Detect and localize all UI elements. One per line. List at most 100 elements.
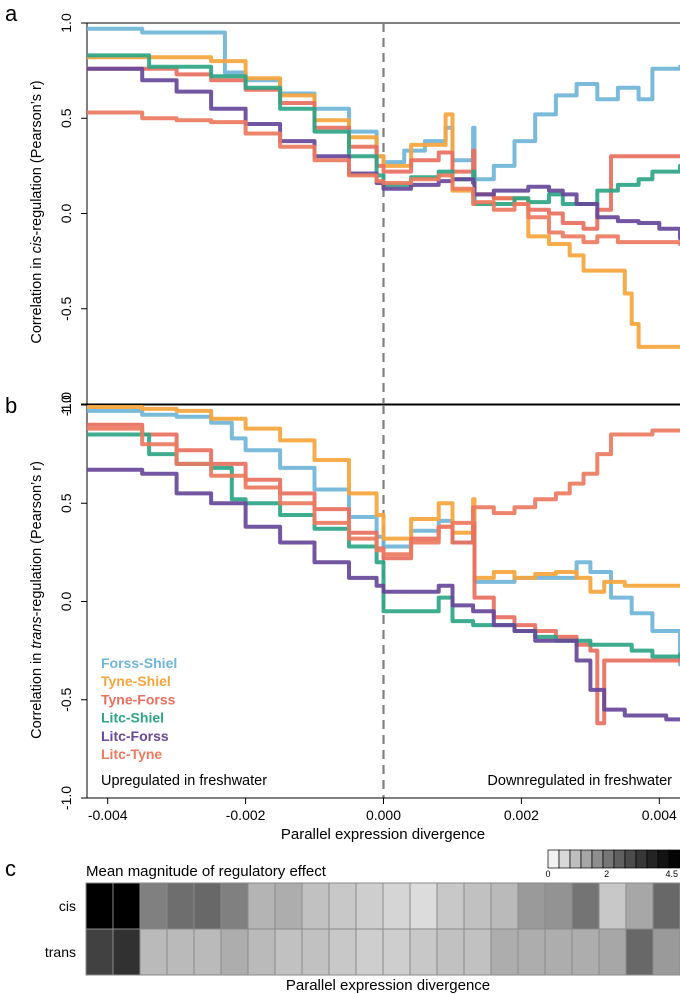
x-tick-label: -0.002	[226, 807, 266, 823]
x-tick-label: 0.000	[366, 807, 401, 823]
colorbar-cell	[613, 849, 626, 869]
region-label-upregulated: Upregulated in freshwater	[101, 773, 267, 789]
heatmap-cell	[112, 928, 141, 976]
legend-entry: Litc-Shiel	[101, 710, 164, 726]
y-axis-label-part: Correlation in	[29, 253, 45, 343]
heatmap-cell	[652, 882, 680, 930]
heatmap-cell	[247, 928, 276, 976]
panel-c: c Mean magnitude of regulatory effect 0 2 4.…	[5, 849, 680, 994]
colorbar-cell	[602, 849, 615, 869]
heatmap-cell	[355, 928, 384, 976]
y-tick-label: 1.0	[58, 13, 74, 33]
heatmap-cell	[301, 928, 330, 976]
heatmap-cell	[652, 928, 680, 976]
legend-entry: Litc-Forss	[101, 728, 169, 744]
heatmap-cell	[85, 928, 114, 976]
legend-entry: Tyne-Shiel	[101, 673, 171, 689]
heatmap-cell	[598, 928, 627, 976]
heatmap-cell	[382, 928, 411, 976]
legend-entry: Tyne-Forss	[101, 691, 176, 707]
panel-label: a	[5, 1, 18, 26]
colorbar-tick-label: 4.5	[665, 869, 678, 879]
heatmap-cell	[517, 882, 546, 930]
heatmap-cell	[220, 928, 249, 976]
y-axis-label: Correlation in trans-regulation (Pearson…	[29, 461, 45, 739]
series-line-tyne-shiel	[87, 405, 680, 594]
y-axis-label-part: cis	[29, 236, 45, 254]
heatmap-cell	[193, 928, 222, 976]
y-tick-label: 1.0	[58, 395, 74, 415]
y-tick-label: 0.5	[58, 108, 74, 128]
x-tick-label: -0.004	[88, 807, 128, 823]
y-tick-label: 0.0	[58, 592, 74, 612]
heatmap-cell	[166, 882, 195, 930]
y-axis-label: Correlation in cis-regulation (Pearson’s…	[29, 80, 45, 343]
y-axis-label-part: -regulation (Pearson’s r)	[29, 461, 45, 616]
heatmap-cell	[328, 882, 357, 930]
colorbar-cell	[635, 849, 648, 869]
heatmap-cell	[463, 882, 492, 930]
series-line-litc-tyne	[87, 110, 680, 246]
heatmap-cell	[193, 882, 222, 930]
panel-label: c	[5, 856, 16, 881]
heatmap-cell	[274, 882, 303, 930]
heatmap-cell	[544, 928, 573, 976]
series-group	[87, 26, 680, 349]
heatmap-cell	[220, 882, 249, 930]
heatmap-x-label: Parallel expression divergence	[286, 977, 490, 994]
y-tick-label: 0.5	[58, 493, 74, 513]
x-axis-label: Parallel expression divergence	[281, 826, 485, 843]
heatmap-cell	[625, 928, 654, 976]
heatmap-cell	[409, 928, 438, 976]
series-line-litc-forss	[87, 66, 680, 241]
y-tick-label: -0.5	[58, 296, 74, 320]
panel-b: b -1.0 -0.5 0.0 0.5 1.0 Correlation in trans-r…	[5, 393, 680, 843]
colorbar-cell	[668, 849, 680, 869]
heatmap-cell	[328, 928, 357, 976]
series-line-litc-forss	[87, 467, 680, 722]
heatmap-cell	[382, 882, 411, 930]
heatmap-cell	[139, 882, 168, 930]
y-tick-label: -1.0	[58, 392, 74, 416]
y-tick-label: -1.0	[58, 786, 74, 810]
heatmap-cell	[571, 882, 600, 930]
heatmap-row-label: cis	[59, 898, 76, 914]
heatmap-cell	[139, 928, 168, 976]
heatmap-row-label: trans	[45, 944, 76, 960]
x-tick-label: 0.004	[642, 807, 677, 823]
heatmap-cell	[571, 928, 600, 976]
heatmap-cell	[301, 882, 330, 930]
y-axis-label-part: -regulation (Pearson’s r)	[29, 80, 45, 235]
colorbar-tick-label: 2	[604, 869, 609, 879]
panel-a: a -1.0 -0.5 0.0 0.5 1.0 Correlation in cis-reg…	[5, 1, 680, 416]
y-axis-label-part: trans	[29, 616, 45, 648]
legend-entry: Forss-Shiel	[101, 655, 177, 671]
heatmap-cell	[490, 928, 519, 976]
heatmap-cell	[409, 882, 438, 930]
colorbar-cell	[591, 849, 604, 869]
colorbar-cell	[657, 849, 670, 869]
heatmap-title: Mean magnitude of regulatory effect	[86, 863, 327, 880]
heatmap-cell	[274, 928, 303, 976]
y-axis-label-part: Correlation in	[29, 649, 45, 739]
legend: Forss-Shiel Tyne-Shiel Tyne-Forss Litc-Shie…	[101, 655, 177, 762]
panel-label: b	[5, 393, 17, 418]
y-tick-label: 0.0	[58, 204, 74, 224]
region-label-downregulated: Downregulated in freshwater	[487, 773, 672, 789]
heatmap-cell	[166, 928, 195, 976]
colorbar-tick-label: 0	[545, 869, 550, 879]
y-tick-label: -0.5	[58, 687, 74, 711]
colorbar-cell	[646, 849, 659, 869]
colorbar-cell	[580, 849, 593, 869]
colorbar-cell	[569, 849, 582, 869]
colorbar-cell	[547, 849, 560, 869]
series-line-litc-tyne	[87, 426, 680, 557]
heatmap-cell	[625, 882, 654, 930]
colorbar-cell	[624, 849, 637, 869]
heatmap-cell	[355, 882, 384, 930]
heatmap-cell	[436, 928, 465, 976]
heatmap-cell	[490, 882, 519, 930]
heatmap-cell	[544, 882, 573, 930]
x-tick-label: 0.002	[504, 807, 539, 823]
